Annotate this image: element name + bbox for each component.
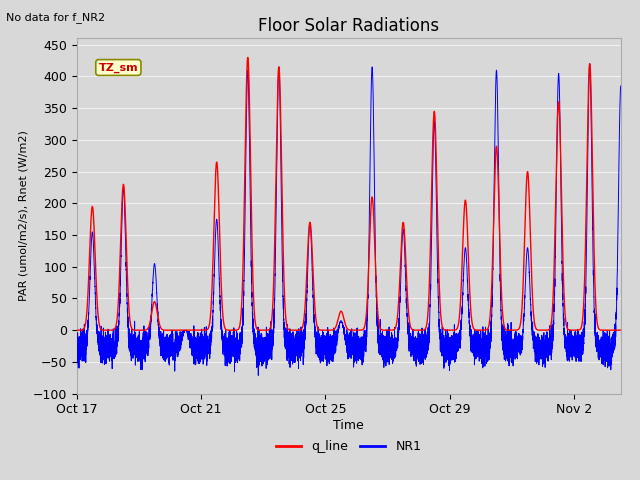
Legend: q_line, NR1: q_line, NR1 [271, 435, 426, 458]
X-axis label: Time: Time [333, 419, 364, 432]
Y-axis label: PAR (umol/m2/s), Rnet (W/m2): PAR (umol/m2/s), Rnet (W/m2) [19, 131, 29, 301]
Text: TZ_sm: TZ_sm [99, 62, 138, 72]
Text: No data for f_NR2: No data for f_NR2 [6, 12, 106, 23]
Title: Floor Solar Radiations: Floor Solar Radiations [258, 17, 440, 36]
